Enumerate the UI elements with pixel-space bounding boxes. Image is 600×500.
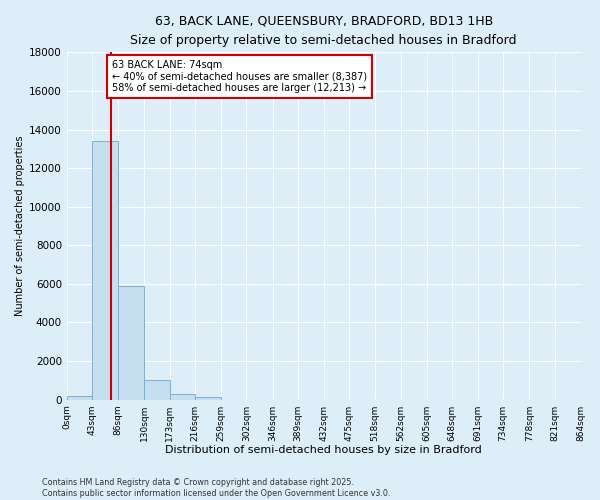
Text: Contains HM Land Registry data © Crown copyright and database right 2025.
Contai: Contains HM Land Registry data © Crown c… bbox=[42, 478, 391, 498]
Bar bbox=[170, 394, 195, 400]
Title: 63, BACK LANE, QUEENSBURY, BRADFORD, BD13 1HB
Size of property relative to semi-: 63, BACK LANE, QUEENSBURY, BRADFORD, BD1… bbox=[130, 15, 517, 47]
X-axis label: Distribution of semi-detached houses by size in Bradford: Distribution of semi-detached houses by … bbox=[165, 445, 482, 455]
Bar bbox=[92, 141, 118, 400]
Bar bbox=[118, 286, 144, 400]
Y-axis label: Number of semi-detached properties: Number of semi-detached properties bbox=[15, 136, 25, 316]
Bar bbox=[67, 396, 92, 400]
Bar bbox=[195, 398, 221, 400]
Bar bbox=[144, 380, 170, 400]
Text: 63 BACK LANE: 74sqm
← 40% of semi-detached houses are smaller (8,387)
58% of sem: 63 BACK LANE: 74sqm ← 40% of semi-detach… bbox=[112, 60, 367, 94]
